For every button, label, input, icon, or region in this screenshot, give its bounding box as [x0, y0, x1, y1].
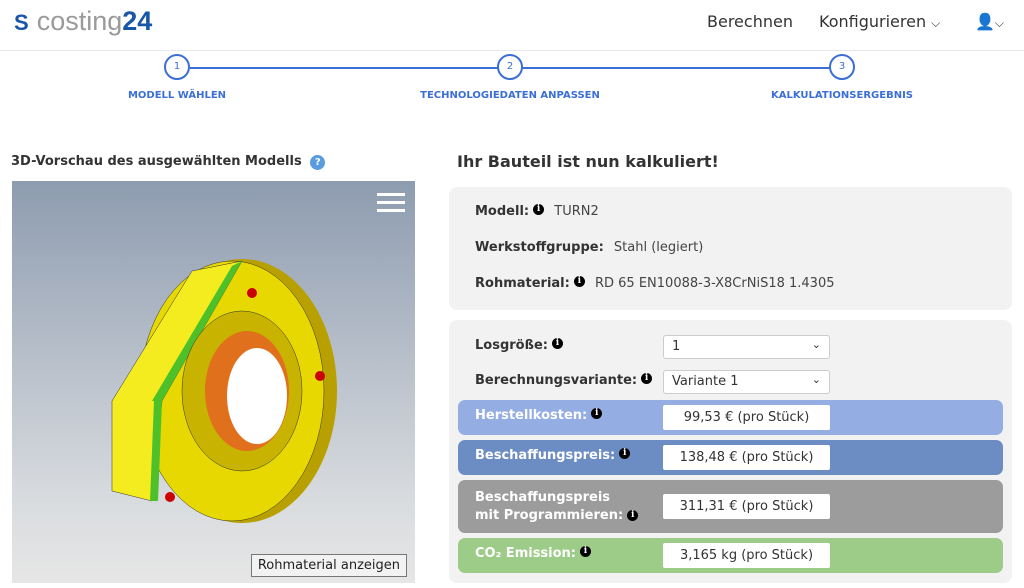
info-icon[interactable]: i	[573, 276, 585, 287]
step-1[interactable]: 1	[164, 54, 190, 80]
info-icon[interactable]: i	[641, 373, 653, 384]
chevron-down-icon: ⌄	[811, 373, 821, 386]
beschaffungspreis-programmieren-value: 311,31 € (pro Stück)	[663, 494, 830, 519]
chevron-down-icon: ⌵	[931, 16, 941, 30]
info-icon[interactable]: i	[580, 546, 592, 557]
3d-viewer[interactable]: Rohmaterial anzeigen	[12, 181, 415, 583]
info-rohmaterial: Rohmaterial: i RD 65 EN10088-3-X8CrNiS18 …	[475, 276, 835, 291]
berechnungsvariante-label: Berechnungsvariante: i	[475, 373, 653, 388]
co2-emission-row: CO₂ Emission: i 3,165 kg (pro Stück)	[458, 538, 1003, 573]
step-1-label: MODELL WÄHLEN	[127, 90, 227, 101]
info-icon[interactable]: i	[627, 510, 639, 521]
header	[0, 0, 1024, 51]
user-menu[interactable]: 👤⌵	[975, 12, 1004, 31]
3d-model	[111, 259, 337, 523]
step-2[interactable]: 2	[497, 54, 523, 80]
info-modell: Modell: i TURN2	[475, 204, 599, 219]
step-3-label: KALKULATIONSERGEBNIS	[771, 90, 913, 101]
logo-icon: S	[14, 10, 29, 35]
info-icon[interactable]: i	[533, 204, 545, 215]
preview-title: 3D-Vorschau des ausgewählten Modells ?	[11, 154, 326, 170]
chevron-down-icon: ⌄	[811, 338, 821, 351]
info-icon[interactable]: i	[619, 448, 631, 459]
nav-berechnen[interactable]: Berechnen	[707, 12, 793, 31]
beschaffungspreis-row: Beschaffungspreis: i 138,48 € (pro Stück)	[458, 440, 1003, 475]
step-3[interactable]: 3	[829, 54, 855, 80]
nav-konfigurieren[interactable]: Konfigurieren ⌵	[819, 12, 941, 31]
help-icon[interactable]: ?	[310, 155, 326, 170]
menu-icon[interactable]	[377, 193, 405, 212]
co2-emission-value: 3,165 kg (pro Stück)	[663, 543, 830, 568]
herstellkosten-row: Herstellkosten: i 99,53 € (pro Stück)	[458, 400, 1003, 435]
losgroesse-label: Losgröße: i	[475, 338, 563, 353]
result-title: Ihr Bauteil ist nun kalkuliert!	[457, 152, 719, 171]
info-werkstoffgruppe: Werkstoffgruppe: Stahl (legiert)	[475, 240, 704, 255]
berechnungsvariante-select[interactable]: Variante 1 ⌄	[663, 370, 830, 394]
step-2-label: TECHNOLOGIEDATEN ANPASSEN	[420, 90, 600, 101]
info-icon[interactable]: i	[551, 338, 563, 349]
user-icon: 👤	[975, 12, 995, 31]
beschaffungspreis-value: 138,48 € (pro Stück)	[663, 445, 830, 470]
herstellkosten-value: 99,53 € (pro Stück)	[663, 405, 830, 430]
losgroesse-select[interactable]: 1 ⌄	[663, 335, 830, 359]
show-raw-material-button[interactable]: Rohmaterial anzeigen	[250, 554, 407, 577]
info-icon[interactable]: i	[591, 408, 603, 419]
chevron-down-icon: ⌵	[994, 16, 1005, 30]
beschaffungspreis-programmieren-row: Beschaffungspreis mit Programmieren: i 311,…	[458, 480, 1003, 533]
